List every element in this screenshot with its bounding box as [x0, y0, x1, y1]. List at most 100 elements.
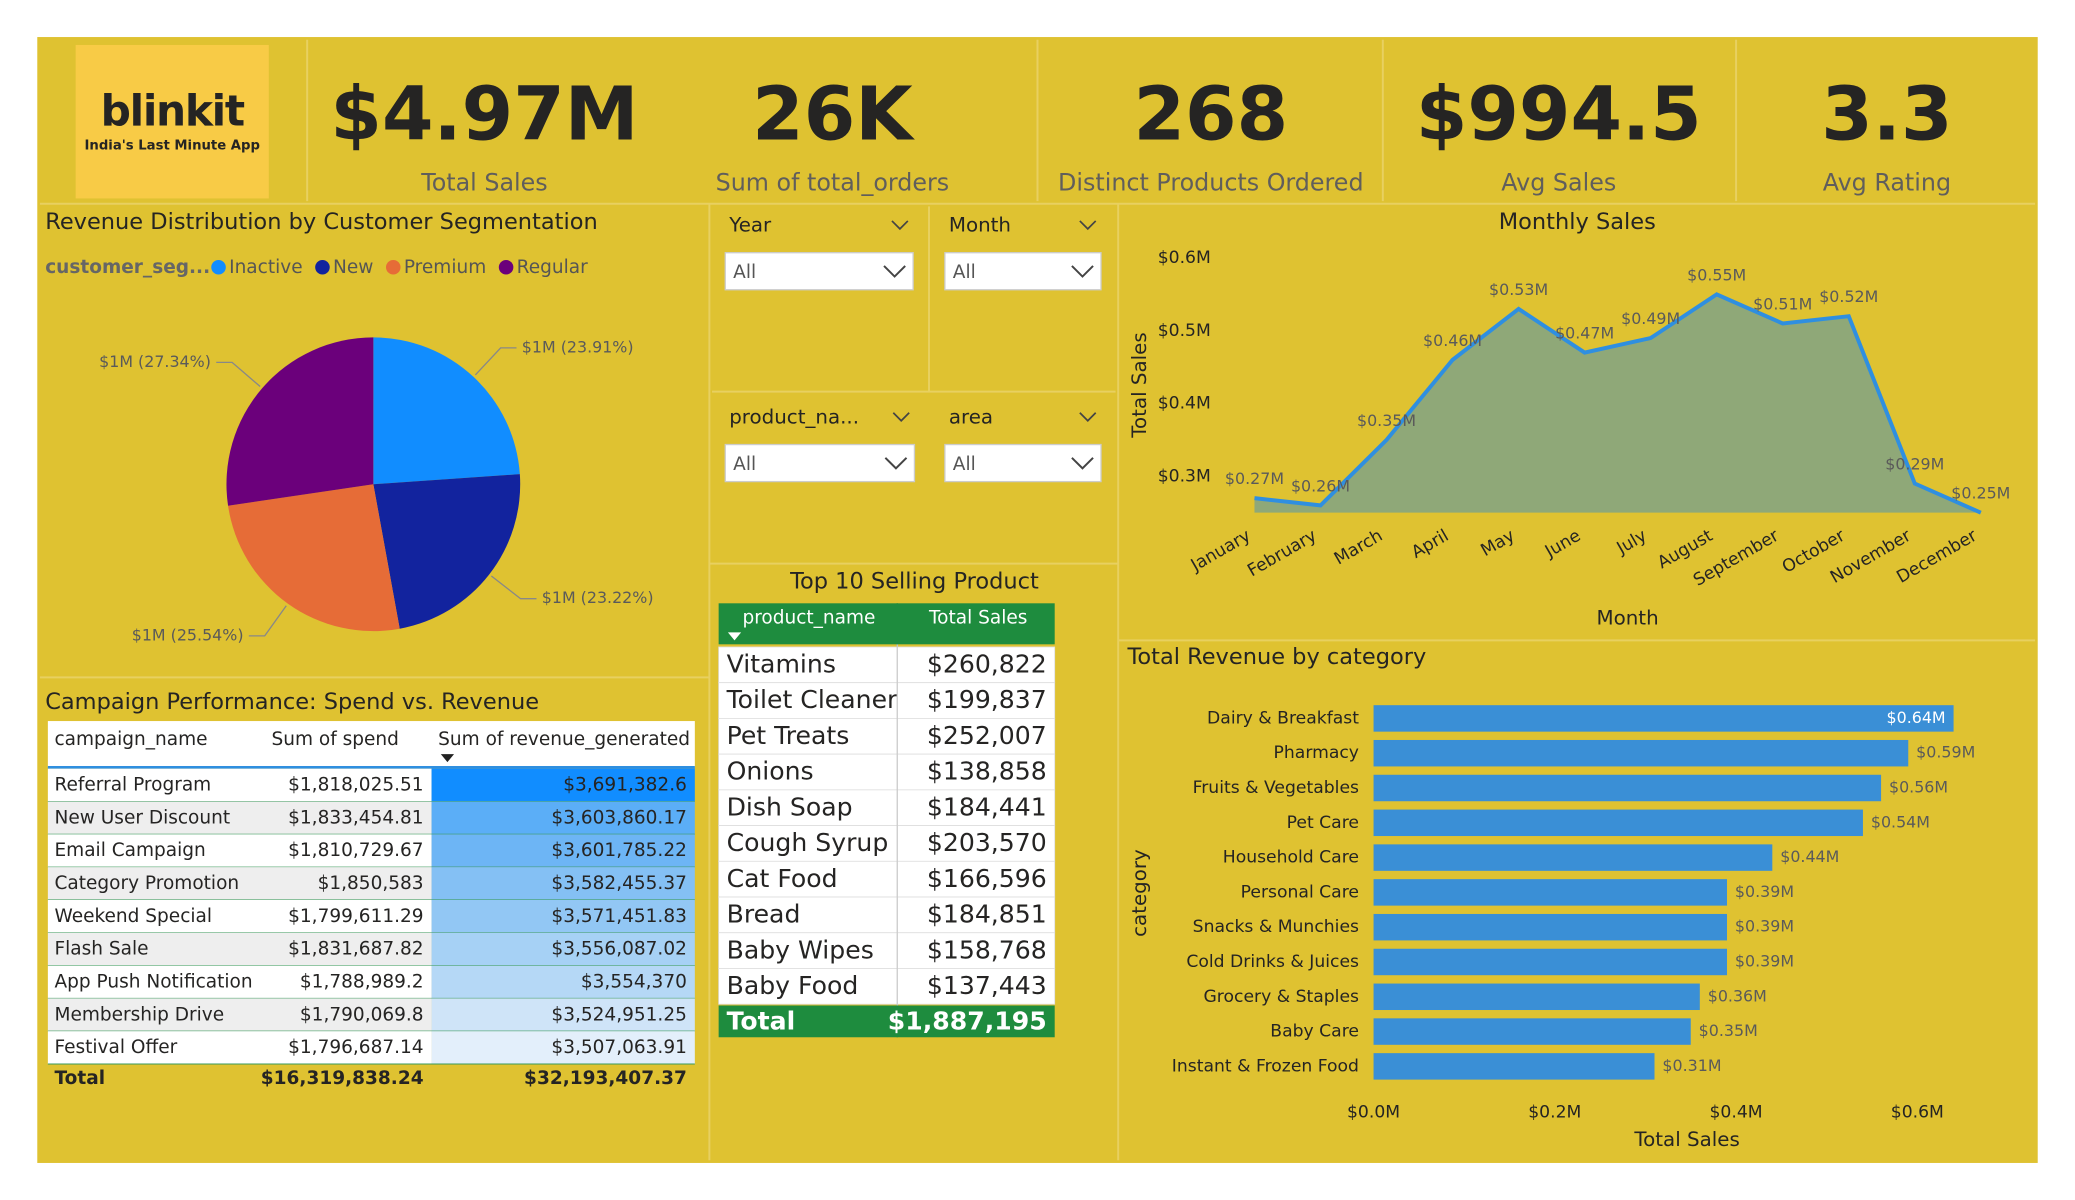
cell-text: App Push Notification	[54, 971, 252, 992]
cell-text: Referral Program	[54, 775, 211, 796]
cell-text: Dish Soap	[727, 792, 853, 821]
panel-borders	[39, 39, 2036, 1161]
y-tick-label: Pet Care	[1287, 813, 1359, 833]
data-label: $1M (25.54%)	[132, 625, 244, 644]
cell-text: $252,007	[927, 721, 1047, 750]
cell-text: $3,601,785.22	[551, 840, 686, 861]
x-tick-label: $0.2M	[1528, 1103, 1581, 1123]
y-tick-label: Cold Drinks & Juices	[1186, 952, 1359, 972]
table-row	[47, 1031, 432, 1064]
area-fill	[1254, 294, 1981, 513]
leader-line	[474, 347, 517, 376]
cell-text: Baby Food	[727, 971, 859, 1000]
total-label: Total	[727, 1007, 796, 1036]
x-tick-label: $0.4M	[1710, 1103, 1763, 1123]
column-header: Sum of revenue_generated	[438, 729, 690, 750]
data-label: $0.52M	[1819, 287, 1878, 306]
legend-marker	[211, 259, 226, 275]
column-header: campaign_name	[54, 729, 207, 750]
kpi-value: 268	[1133, 72, 1288, 158]
data-label: $0.55M	[1687, 265, 1746, 284]
table-title: Top 10 Selling Product	[789, 569, 1039, 595]
legend-title: customer_seg...	[45, 257, 210, 278]
kpi-label: Distinct Products Ordered	[1058, 168, 1364, 196]
cell-text: $137,443	[927, 971, 1047, 1000]
heat-cell	[431, 1031, 695, 1064]
cell-text: Cat Food	[727, 864, 838, 893]
bar	[1373, 1053, 1655, 1080]
table-row	[718, 753, 1056, 791]
slicer-label: area	[949, 406, 993, 429]
data-label: $0.39M	[1735, 917, 1794, 936]
bar	[1373, 739, 1909, 767]
kpi-label: Avg Sales	[1501, 168, 1616, 196]
data-label: $0.29M	[1885, 455, 1944, 474]
legend-label: New	[333, 257, 373, 278]
kpi-value: $994.5	[1416, 72, 1702, 158]
data-label: $0.35M	[1357, 411, 1416, 430]
y-tick-label: Pharmacy	[1274, 743, 1359, 763]
total-value: $32,193,407.37	[524, 1068, 687, 1089]
kpi-label: Avg Rating	[1823, 168, 1951, 196]
slicer-label: Year	[728, 214, 772, 237]
logo-name: blinkit	[101, 86, 245, 135]
chart-title: Total Revenue by category	[1126, 644, 1426, 670]
y-tick-label: Household Care	[1223, 848, 1359, 868]
data-label: $0.39M	[1735, 882, 1794, 901]
data-label: $0.64M	[1887, 708, 1946, 727]
slicer-dropdown[interactable]	[944, 252, 1102, 291]
slicer-chevron	[892, 412, 910, 422]
data-label: $0.59M	[1916, 743, 1975, 762]
slicer-chevron	[1079, 220, 1097, 231]
cell-text: Bread	[727, 900, 801, 929]
slicer-dropdown[interactable]	[724, 252, 914, 291]
heat-cell	[431, 801, 695, 835]
total-label: Total	[54, 1068, 105, 1089]
axis-title: Total Sales	[1633, 1128, 1739, 1151]
dropdown-chevron	[883, 265, 906, 278]
cell-text: $184,851	[927, 900, 1047, 929]
cell-text: $138,858	[927, 757, 1047, 786]
total-value: $1,887,195	[888, 1007, 1047, 1036]
legend-marker	[498, 259, 514, 275]
data-label: $0.51M	[1753, 294, 1812, 313]
chart-title: Monthly Sales	[1499, 209, 1656, 235]
data-label: $0.56M	[1889, 778, 1948, 797]
cell-text: $1,850,583	[318, 873, 424, 894]
cell-text: Category Promotion	[54, 873, 239, 894]
x-tick-label: $0.6M	[1891, 1103, 1944, 1123]
cell-text: Flash Sale	[54, 939, 148, 960]
slicer-dropdown[interactable]	[944, 443, 1102, 483]
dropdown-chevron	[1071, 457, 1094, 470]
pie-slice	[373, 337, 520, 485]
chart-title: Revenue Distribution by Customer Segment…	[45, 209, 598, 235]
leader-line	[248, 605, 287, 637]
cell-text: $158,768	[927, 935, 1047, 964]
y-tick-label: Instant & Frozen Food	[1172, 1056, 1359, 1076]
table-row	[47, 965, 432, 999]
cell-text: New User Discount	[54, 807, 230, 828]
cell-text: $3,524,951.25	[551, 1004, 686, 1025]
cell-text: $3,582,455.37	[551, 873, 686, 894]
cell-text: $1,810,729.67	[288, 840, 423, 861]
kpi-value: 3.3	[1821, 72, 1952, 158]
pie-slice	[228, 484, 400, 632]
heat-cell	[431, 768, 695, 802]
heat-cell	[431, 834, 695, 868]
column-header: product_name	[742, 607, 875, 628]
heat-cell	[431, 899, 695, 933]
table-total	[718, 1005, 1055, 1038]
slicer-dropdown[interactable]	[724, 443, 916, 483]
sort-indicator	[727, 632, 742, 641]
data-label: $0.35M	[1699, 1021, 1758, 1040]
slicer-label: Month	[949, 214, 1011, 237]
data-label: $0.49M	[1621, 309, 1680, 328]
cell-text: $203,570	[927, 828, 1047, 857]
y-tick-label: Baby Care	[1270, 1022, 1359, 1042]
legend-label: Inactive	[229, 257, 302, 278]
table-row	[47, 768, 432, 802]
table-row	[718, 968, 1056, 1005]
slicer-chevron	[1079, 412, 1097, 422]
y-tick-label: $0.4M	[1158, 394, 1211, 414]
